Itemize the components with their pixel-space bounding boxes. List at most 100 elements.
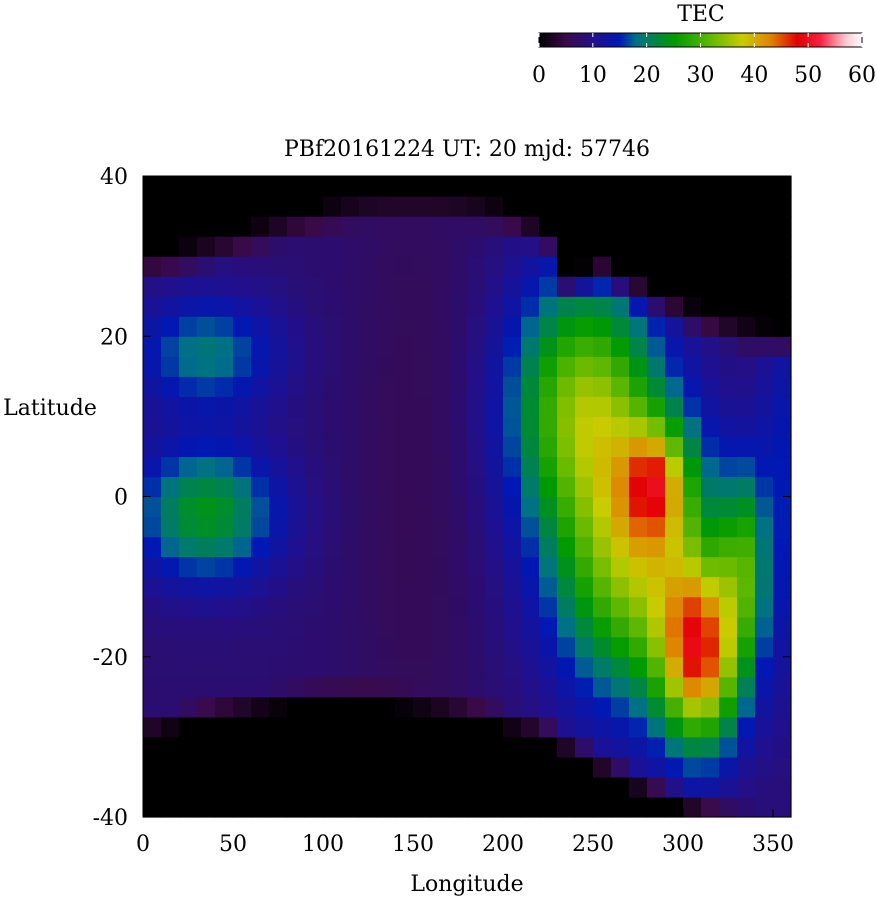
- heatmap-cell: [521, 616, 540, 638]
- heatmap-cell: [287, 416, 306, 438]
- heatmap-cell: [287, 236, 306, 257]
- heatmap-cell: [755, 196, 774, 217]
- heatmap-cell: [557, 636, 576, 658]
- heatmap-cell: [755, 256, 774, 277]
- heatmap-cell: [395, 776, 414, 798]
- heatmap-cell: [539, 776, 558, 798]
- heatmap-cell: [197, 736, 216, 758]
- heatmap-cell: [683, 696, 702, 718]
- heatmap-cell: [233, 756, 252, 778]
- heatmap-cell: [611, 476, 630, 498]
- y-tick-label: 0: [114, 486, 128, 511]
- heatmap-cell: [701, 636, 720, 658]
- heatmap-cell: [647, 516, 666, 538]
- heatmap-cell: [305, 796, 324, 818]
- heatmap-cell: [395, 496, 414, 518]
- heatmap-cell: [755, 716, 774, 738]
- heatmap-cell: [215, 296, 234, 317]
- heatmap-cell: [287, 176, 306, 197]
- heatmap-cell: [665, 536, 684, 558]
- heatmap-cell: [593, 276, 612, 297]
- heatmap-cell: [575, 316, 594, 337]
- heatmap-cell: [449, 616, 468, 638]
- heatmap-cell: [485, 436, 504, 458]
- heatmap-cell: [341, 656, 360, 678]
- heatmap-cell: [449, 256, 468, 277]
- heatmap-cell: [683, 276, 702, 297]
- heatmap-cell: [143, 356, 162, 377]
- heatmap-cell: [179, 756, 198, 778]
- heatmap-cell: [323, 696, 342, 718]
- heatmap-cell: [665, 316, 684, 337]
- heatmap-cell: [215, 696, 234, 718]
- heatmap-cell: [737, 536, 756, 558]
- heatmap-cell: [305, 456, 324, 478]
- heatmap-cell: [557, 276, 576, 297]
- heatmap-cell: [683, 256, 702, 277]
- heatmap-cell: [287, 796, 306, 818]
- heatmap-cell: [341, 396, 360, 417]
- heatmap-cell: [395, 756, 414, 778]
- heatmap-cell: [593, 496, 612, 518]
- heatmap-cell: [233, 316, 252, 337]
- heatmap-cell: [161, 356, 180, 377]
- heatmap-cell: [539, 656, 558, 678]
- heatmap-cell: [719, 776, 738, 798]
- heatmap-cell: [431, 556, 450, 578]
- heatmap-cell: [755, 176, 774, 197]
- heatmap-cell: [143, 636, 162, 658]
- heatmap-cell: [503, 776, 522, 798]
- heatmap-cell: [359, 276, 378, 297]
- heatmap-cell: [305, 716, 324, 738]
- heatmap-cell: [143, 336, 162, 357]
- heatmap-cell: [323, 296, 342, 317]
- heatmap-cell: [665, 516, 684, 538]
- heatmap-cell: [755, 536, 774, 558]
- heatmap-cell: [323, 416, 342, 438]
- heatmap-cell: [521, 596, 540, 618]
- heatmap-cell: [215, 516, 234, 538]
- y-tick-label: 40: [100, 165, 128, 190]
- heatmap-cell: [773, 596, 792, 618]
- heatmap-cell: [143, 796, 162, 818]
- heatmap-cell: [377, 516, 396, 538]
- heatmap-cell: [269, 216, 288, 237]
- heatmap-cell: [503, 276, 522, 297]
- heatmap-cell: [395, 676, 414, 698]
- heatmap-cell: [431, 276, 450, 297]
- heatmap-cell: [737, 636, 756, 658]
- heatmap-cell: [575, 636, 594, 658]
- heatmap-cell: [179, 416, 198, 438]
- heatmap-cell: [737, 216, 756, 237]
- heatmap-cell: [161, 696, 180, 718]
- heatmap-cell: [197, 276, 216, 297]
- heatmap-cell: [773, 336, 792, 357]
- heatmap-cell: [719, 576, 738, 598]
- heatmap-cell: [287, 716, 306, 738]
- heatmap-cell: [647, 456, 666, 478]
- heatmap-cell: [179, 196, 198, 217]
- heatmap-cell: [287, 736, 306, 758]
- heatmap-cell: [413, 716, 432, 738]
- heatmap-cell: [755, 596, 774, 618]
- heatmap-cell: [395, 376, 414, 397]
- heatmap-cell: [665, 476, 684, 498]
- heatmap-cell: [737, 336, 756, 357]
- heatmap-cell: [215, 476, 234, 498]
- heatmap-cell: [467, 536, 486, 558]
- heatmap-cell: [701, 376, 720, 397]
- heatmap-cell: [269, 336, 288, 357]
- heatmap-cell: [593, 516, 612, 538]
- heatmap-cell: [449, 376, 468, 397]
- heatmap-cell: [719, 636, 738, 658]
- heatmap-cell: [557, 716, 576, 738]
- heatmap-cell: [143, 656, 162, 678]
- heatmap-cell: [575, 596, 594, 618]
- heatmap-cell: [215, 356, 234, 377]
- heatmap-cell: [413, 696, 432, 718]
- heatmap-cell: [251, 596, 270, 618]
- heatmap-cell: [431, 516, 450, 538]
- heatmap-cell: [215, 416, 234, 438]
- heatmap-cell: [665, 496, 684, 518]
- heatmap-cell: [233, 396, 252, 417]
